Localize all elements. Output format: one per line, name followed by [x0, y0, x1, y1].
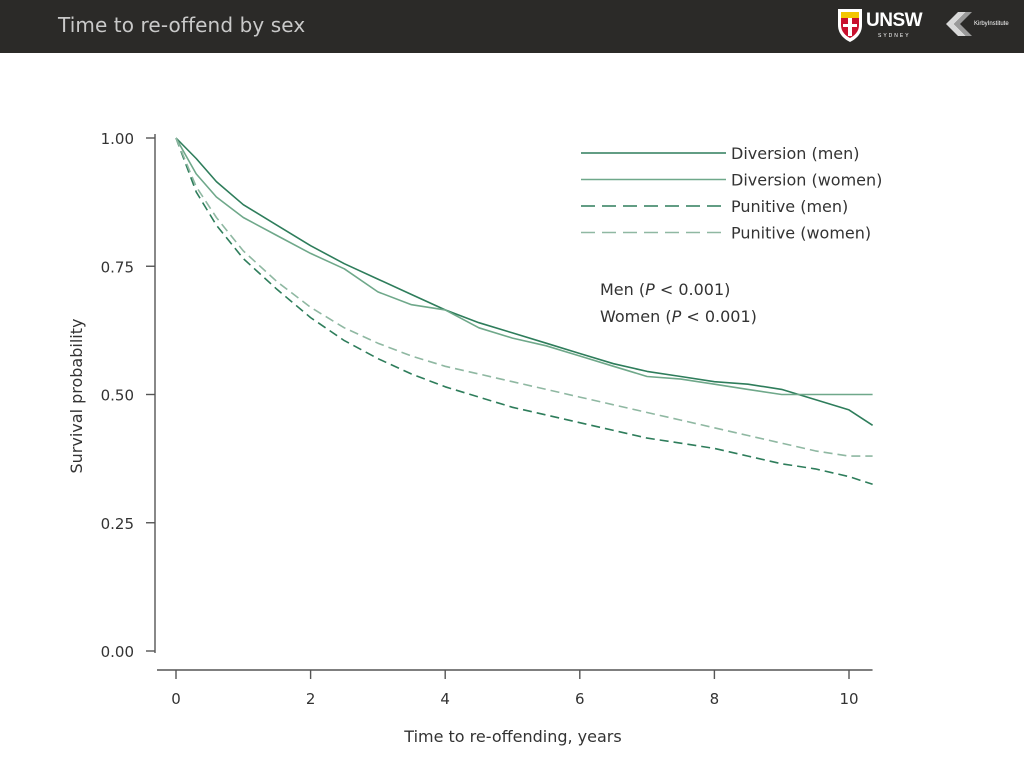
- header-bar: Time to re-offend by sex UNSW SYDNEY Kir…: [0, 0, 1024, 53]
- x-tick-label: 6: [575, 690, 585, 708]
- x-axis-label: Time to re-offending, years: [403, 727, 621, 746]
- series-line-2: [175, 137, 873, 486]
- slide-title: Time to re-offend by sex: [58, 13, 306, 37]
- y-tick-label: 0.50: [101, 387, 134, 405]
- x-tick-label: 4: [440, 690, 450, 708]
- x-tick-label: 2: [306, 690, 316, 708]
- p-value-annotation: Men (P < 0.001): [600, 280, 730, 299]
- unsw-logo-subtext: SYDNEY: [878, 33, 911, 39]
- chart-annotations: Men (P < 0.001) Women (P < 0.001): [600, 280, 757, 326]
- x-tick-label: 10: [839, 690, 858, 708]
- legend-label: Punitive (women): [731, 224, 871, 243]
- y-tick-label: 0.00: [101, 643, 134, 661]
- survival-chart: 0.00 0.25 0.50 0.75 1.00 0 2 4 6 8 10 Time to re-of…: [67, 130, 882, 746]
- p-value-annotation: Women (P < 0.001): [600, 307, 757, 326]
- chart-legend: Diversion (men) Diversion (women) Punitive…: [581, 144, 882, 243]
- unsw-logo-text: UNSW: [866, 10, 923, 31]
- x-tick-label: 0: [171, 690, 181, 708]
- unsw-logo: UNSW SYDNEY: [836, 7, 923, 45]
- series-line-0: [175, 137, 874, 426]
- y-tick-label: 1.00: [101, 130, 134, 148]
- kirby-logo-text: KirbyInstitute: [974, 21, 1009, 27]
- kirby-k-icon: [946, 12, 972, 36]
- chart-series-lines: [175, 137, 874, 486]
- legend-label: Diversion (women): [731, 171, 882, 190]
- y-tick-label: 0.25: [101, 515, 134, 533]
- chart-axes: 0.00 0.25 0.50 0.75 1.00 0 2 4 6 8 10 Time to re-of…: [67, 130, 873, 746]
- series-line-3: [175, 137, 873, 457]
- x-tick-label: 8: [710, 690, 720, 708]
- legend-label: Diversion (men): [731, 144, 860, 163]
- y-tick-label: 0.75: [101, 258, 134, 276]
- series-line-1: [175, 137, 873, 396]
- y-axis-label: Survival probability: [67, 319, 86, 474]
- legend-label: Punitive (men): [731, 197, 848, 216]
- unsw-crest-icon: [838, 9, 862, 42]
- kirby-institute-logo: KirbyInstitute: [944, 10, 1014, 40]
